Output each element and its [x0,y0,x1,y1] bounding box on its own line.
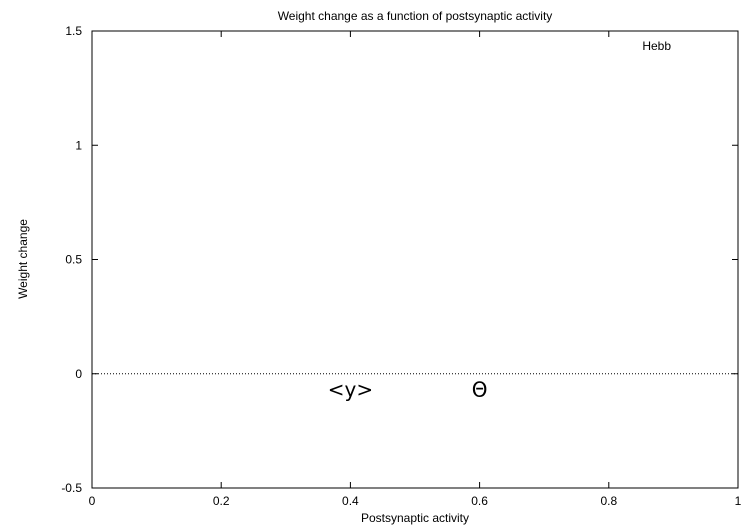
y-tick-label: 1 [75,138,82,152]
x-tick-label: 0.8 [600,494,617,508]
y-tick-label: 1.5 [65,24,82,38]
y-tick-label: 0.5 [65,253,82,267]
x-tick-label: 0.6 [471,494,488,508]
x-axis-label: Postsynaptic activity [361,511,469,525]
theta-threshold-annotation: Θ [472,378,488,402]
x-tick-label: 1 [735,494,741,508]
legend-entry-hebb: Hebb [642,39,671,53]
y-tick-label: -0.5 [61,481,82,495]
plot-frame [91,30,739,489]
axis-ticks: 0 0.2 0.4 0.6 0.8 1 -0.5 0 0.5 1 1.5 [61,24,741,508]
x-tick-label: 0.4 [342,494,359,508]
y-axis-label: Weight change [16,219,30,299]
y-tick-label: 0 [75,367,82,381]
x-tick-label: 0.2 [213,494,230,508]
chart-title: Weight change as a function of postsynap… [278,9,553,23]
mean-activity-annotation: <y> [328,378,373,402]
annotations: <y> Θ [328,378,488,402]
x-tick-label: 0 [89,494,96,508]
